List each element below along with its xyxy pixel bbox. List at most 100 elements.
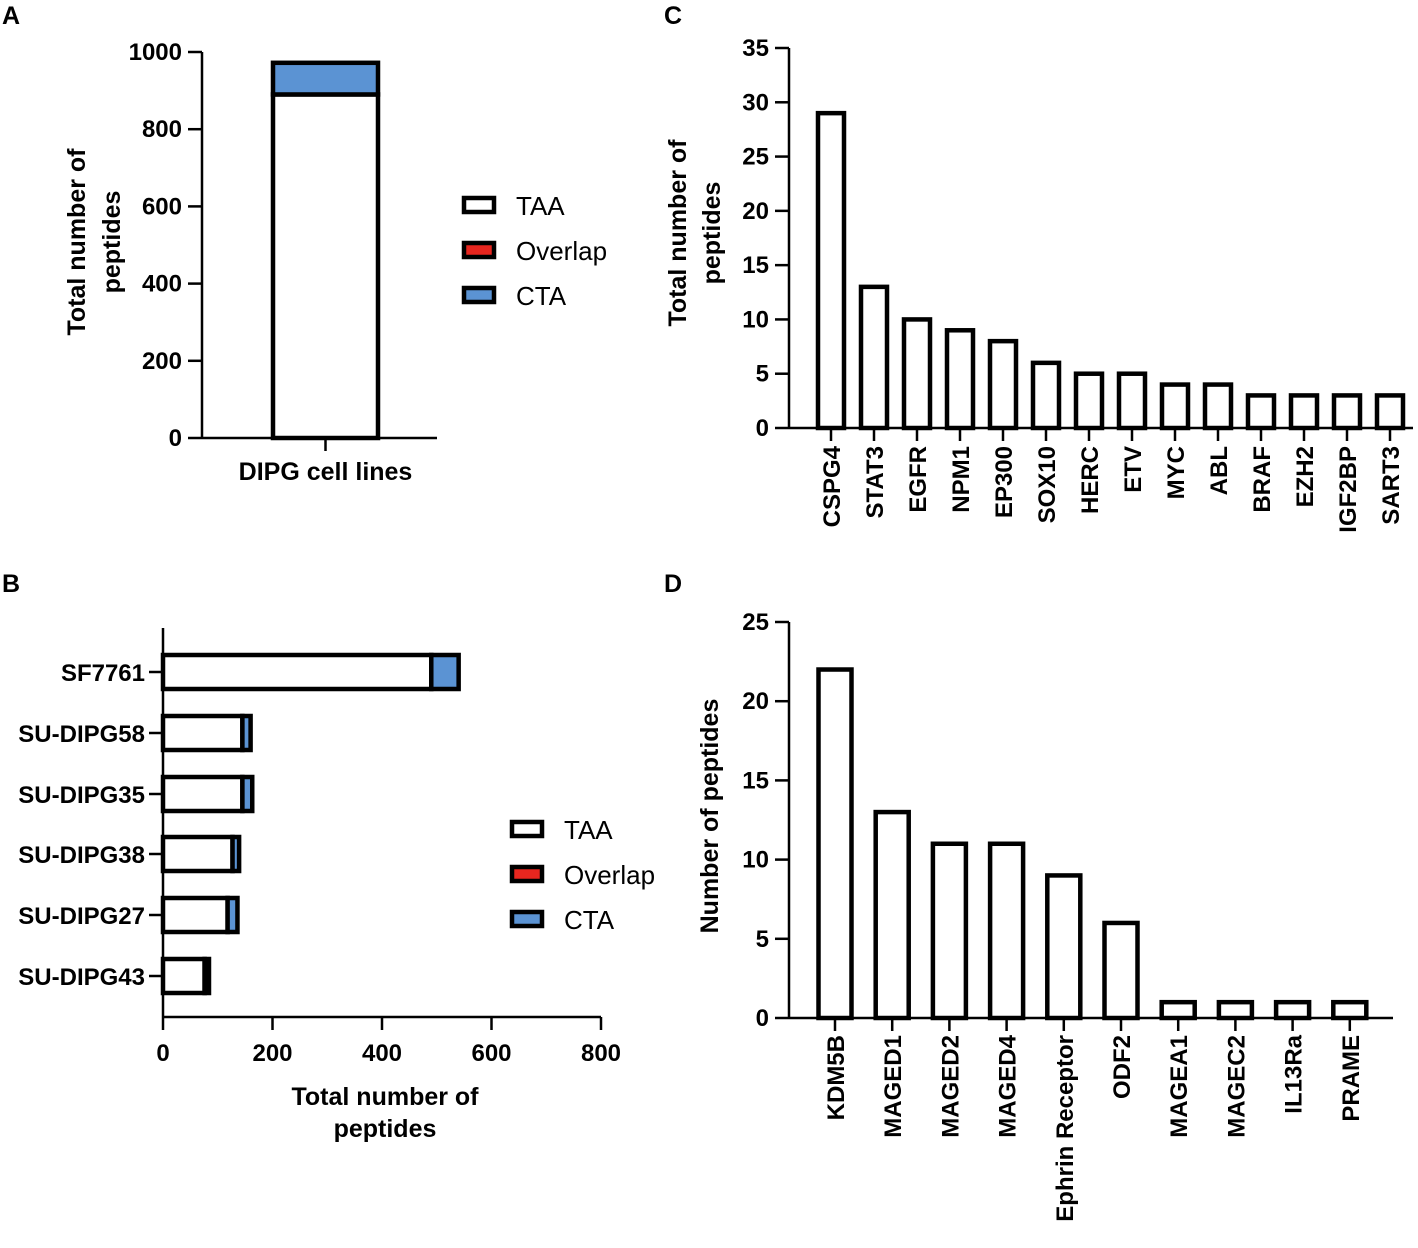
panel-a-y-tick-label: 0 (169, 425, 182, 452)
panel-c-x-category-label: SART3 (1378, 446, 1405, 525)
panel-b-bar-cta (240, 713, 253, 753)
panel-b-bar-cta (202, 956, 212, 996)
panel-d-x-category-label: IL13Ra (1281, 1034, 1308, 1113)
panel-d-x-category-label: MAGED2 (937, 1035, 964, 1138)
panel-d-bar (1331, 999, 1369, 1021)
panel-d-bar (1045, 873, 1083, 1021)
panel-b-bar-cta (429, 652, 461, 692)
panel-label-b: B (2, 570, 20, 598)
panel-c-y-tick-label: 30 (742, 89, 769, 116)
panel-d-bar (1216, 999, 1255, 1021)
panel-b-legend-swatch-overlap (509, 864, 545, 884)
panel-a-y-tick-label: 800 (142, 116, 182, 143)
panel-c-y-tick-label: 25 (742, 144, 769, 171)
panel-b-bar-taa (160, 895, 230, 935)
panel-a-legend-label-overlap: Overlap (516, 236, 607, 266)
panel-a-y-tick-label: 200 (142, 348, 182, 375)
panel-c-y-tick-label: 10 (742, 306, 769, 333)
panel-b-y-category-label: SF7761 (61, 660, 145, 687)
panel-d-x-category-label: PRAME (1338, 1035, 1365, 1122)
panel-c-bar (1288, 393, 1320, 431)
panel-d-x-category-label: Ephrin Receptor (1052, 1035, 1079, 1222)
panel-a-chart: Total number of peptides 0 200 400 600 800 10… (63, 39, 607, 486)
panel-c-x-category-label: STAT3 (862, 446, 889, 518)
panel-b-xlabel-line1: Total number of (291, 1083, 479, 1111)
panel-b-legend-swatch-taa (509, 819, 545, 839)
panel-b-y-category-label: SU-DIPG58 (18, 721, 145, 748)
panel-label-c: C (664, 2, 682, 30)
panel-c-y-tick-label: 5 (756, 361, 769, 388)
panel-d-y-tick-label: 10 (742, 847, 769, 874)
panel-c-y-tick-label: 15 (742, 252, 769, 279)
panel-c-bar (1374, 393, 1406, 431)
panel-b-bar-taa (160, 652, 434, 692)
panel-b-x-tick-label: 200 (252, 1040, 292, 1067)
panel-c-y-tick-label: 20 (742, 198, 769, 225)
panel-c-bar (1073, 371, 1105, 431)
panel-b-chart: Total number of peptides 0 200 400 600 800 SF… (18, 628, 655, 1143)
panel-c-bar (1159, 382, 1191, 431)
panel-d-y-tick-label: 20 (742, 688, 769, 715)
panel-b-x-tick-label: 600 (471, 1040, 511, 1067)
panel-c-bar (1116, 371, 1148, 431)
panel-b-bar-cta (230, 834, 242, 874)
panel-d-y-tick-label: 5 (756, 926, 769, 953)
panel-a-ylabel-line2: peptides (98, 191, 126, 294)
panel-c-ylabel-line2: peptides (698, 182, 726, 285)
panel-b-legend-swatch-cta (509, 909, 545, 929)
panel-d-bar (1159, 999, 1197, 1021)
panel-a-bar-taa (270, 92, 381, 441)
panel-b-y-category-label: SU-DIPG27 (18, 903, 145, 930)
panel-c-bar (901, 317, 933, 431)
panel-c-x-category-label: ABL (1206, 446, 1233, 495)
panel-c-x-category-label: HERC (1077, 446, 1104, 514)
panel-b-legend-label-cta: CTA (564, 905, 615, 935)
panel-b-xlabel-line2: peptides (334, 1115, 437, 1143)
panel-d-bar (930, 841, 969, 1021)
panel-d-x-category-label: MAGEA1 (1166, 1035, 1193, 1138)
panel-b-bar-taa (160, 956, 207, 996)
panel-b-bar-cta (225, 895, 240, 935)
panel-b-y-category-label: SU-DIPG35 (18, 782, 145, 809)
panel-d-y-tick-label: 0 (756, 1005, 769, 1032)
panel-c-ylabel-line1: Total number of (664, 139, 692, 327)
panel-b-x-tick-label: 0 (156, 1040, 169, 1067)
panel-c-chart: Total number of peptides 0 5 10 15 20 25 30 35 C… (664, 35, 1413, 533)
panel-a-bar-cta (270, 60, 381, 97)
panel-d-ylabel: Number of peptides (696, 699, 724, 934)
panel-c-bar (944, 328, 976, 431)
panel-d-x-category-label: KDM5B (823, 1035, 850, 1120)
panel-a-legend-swatch-overlap (461, 240, 497, 260)
panel-d-chart: Number of peptides 0 5 10 15 20 25 KDM5B MAGED1… (696, 609, 1393, 1222)
panel-d-bar (816, 667, 854, 1021)
panel-c-x-category-label: IGF2BP (1335, 446, 1362, 533)
panel-a-y-tick-label: 1000 (129, 39, 182, 66)
panel-b-y-category-label: SU-DIPG43 (18, 964, 145, 991)
panel-a-ylabel-line1: Total number of (63, 148, 91, 336)
panel-d-bar (1273, 999, 1312, 1021)
panel-b-bar-taa (160, 834, 235, 874)
panel-d-bar (1102, 920, 1140, 1021)
panel-c-x-category-label: EP300 (991, 446, 1018, 518)
panel-d-x-category-label: MAGED4 (995, 1034, 1022, 1137)
panel-c-x-category-label: NPM1 (948, 446, 975, 513)
panel-a-x-category-label: DIPG cell lines (239, 458, 413, 486)
panel-label-a: A (2, 2, 20, 30)
panel-c-bar (1245, 393, 1277, 431)
panel-c-bar (1030, 360, 1062, 431)
panel-c-bar (987, 338, 1019, 431)
panel-c-x-category-label: EZH2 (1292, 446, 1319, 507)
panel-d-bar (873, 809, 911, 1021)
panel-c-x-category-label: MYC (1163, 446, 1190, 499)
panel-d-y-tick-label: 25 (742, 609, 769, 636)
panel-label-d: D (664, 570, 682, 598)
panel-b-y-category-label: SU-DIPG38 (18, 842, 145, 869)
panel-c-x-category-label: BRAF (1249, 446, 1276, 513)
panel-b-bar-taa (160, 713, 245, 753)
panel-b-bar-taa (160, 774, 245, 814)
panel-c-bar (1331, 393, 1363, 431)
panel-c-y-tick-label: 0 (756, 415, 769, 442)
panel-d-x-category-label: ODF2 (1109, 1035, 1136, 1099)
panel-b-legend-label-taa: TAA (564, 815, 613, 845)
